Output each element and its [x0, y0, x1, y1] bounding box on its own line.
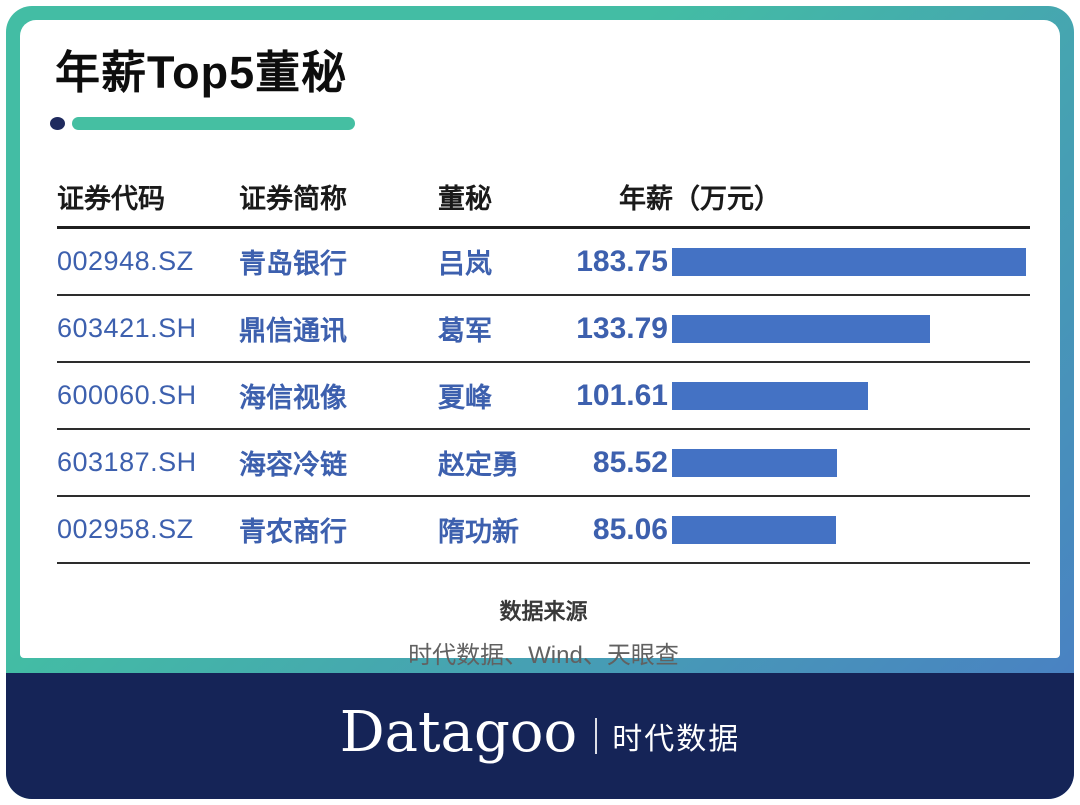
cell-salary-value: 133.79	[576, 311, 668, 345]
cell-bar	[668, 448, 1030, 477]
salary-bar	[672, 448, 837, 477]
table-row: 600060.SH 海信视像 夏峰 101.61	[57, 363, 1030, 430]
cell-secretary: 葛军	[438, 316, 492, 346]
cell-secretary: 夏峰	[438, 383, 492, 413]
cell-salary-value: 85.52	[592, 445, 668, 479]
salary-bar	[672, 247, 1026, 276]
page-title: 年薪Top5董秘	[55, 47, 348, 98]
title-accent	[50, 117, 1032, 130]
data-source-block: 数据来源 时代数据、Wind、天眼查	[55, 594, 1032, 670]
cell-stock-code: 603187.SH	[57, 447, 197, 477]
header-secretary: 董秘	[438, 184, 492, 214]
accent-underline	[72, 117, 355, 130]
table-row: 002948.SZ 青岛银行 吕岚 183.75	[57, 229, 1030, 296]
brand-footer: Datagoo 时代数据	[6, 673, 1074, 799]
salary-bar	[672, 314, 930, 343]
salary-bar	[672, 381, 868, 410]
cell-stock-name: 鼎信通讯	[239, 316, 347, 346]
gradient-frame: 年薪Top5董秘 证券代码 证券简称 董秘 年薪（万元） 002948.SZ 青…	[6, 6, 1074, 799]
salary-bar	[672, 515, 836, 544]
cell-secretary: 吕岚	[438, 249, 492, 279]
header-stock-code: 证券代码	[57, 184, 165, 214]
cell-stock-name: 海容冷链	[239, 450, 347, 480]
cell-salary-value: 101.61	[576, 378, 668, 412]
brand-chinese-name: 时代数据	[612, 723, 741, 756]
accent-dot	[50, 117, 65, 130]
header-stock-name: 证券简称	[239, 184, 347, 214]
cell-stock-code: 603421.SH	[57, 313, 197, 343]
header-salary: 年薪（万元）	[619, 184, 781, 214]
cell-bar	[668, 314, 1030, 343]
cell-bar	[668, 247, 1030, 276]
data-source-text: 时代数据、Wind、天眼查	[408, 642, 679, 669]
table-row: 603187.SH 海容冷链 赵定勇 85.52	[57, 430, 1030, 497]
salary-table: 证券代码 证券简称 董秘 年薪（万元） 002948.SZ 青岛银行 吕岚 18…	[57, 166, 1030, 564]
cell-stock-code: 002958.SZ	[57, 514, 194, 544]
brand-divider	[595, 718, 598, 754]
content-card: 年薪Top5董秘 证券代码 证券简称 董秘 年薪（万元） 002948.SZ 青…	[20, 20, 1060, 669]
cell-bar	[668, 381, 1030, 410]
cell-secretary: 赵定勇	[438, 450, 519, 480]
data-source-label: 数据来源	[499, 599, 588, 624]
table-header-row: 证券代码 证券简称 董秘 年薪（万元）	[57, 166, 1030, 229]
cell-stock-name: 青农商行	[239, 517, 347, 547]
cell-salary-value: 85.06	[592, 512, 668, 546]
cell-bar	[668, 515, 1030, 544]
cell-salary-value: 183.75	[576, 244, 668, 278]
cell-stock-name: 青岛银行	[239, 249, 347, 279]
brand-logo-text: Datagoo	[339, 700, 578, 765]
table-body: 002948.SZ 青岛银行 吕岚 183.75 603421.SH 鼎信通讯 …	[57, 229, 1030, 564]
cell-stock-code: 002948.SZ	[57, 246, 194, 276]
table-row: 603421.SH 鼎信通讯 葛军 133.79	[57, 296, 1030, 363]
cell-stock-name: 海信视像	[239, 383, 347, 413]
table-row: 002958.SZ 青农商行 隋功新 85.06	[57, 497, 1030, 564]
cell-stock-code: 600060.SH	[57, 380, 197, 410]
cell-secretary: 隋功新	[438, 517, 519, 547]
